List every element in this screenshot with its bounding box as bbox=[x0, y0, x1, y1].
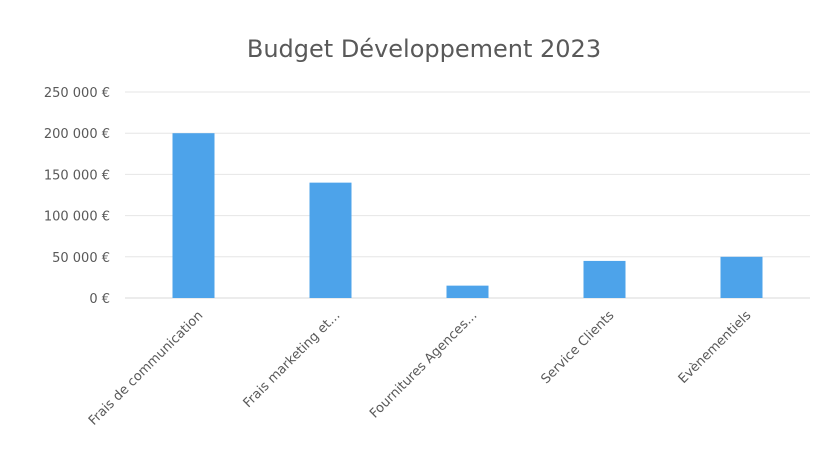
bar bbox=[446, 285, 489, 298]
bars bbox=[172, 133, 763, 298]
x-axis-category-labels: Frais de communication Frais marketing et… bbox=[86, 308, 755, 429]
gridlines bbox=[125, 91, 810, 299]
bar bbox=[309, 182, 352, 298]
y-tick-label: 250 000 € bbox=[44, 86, 110, 101]
y-axis-tick-labels: 0 € 50 000 € 100 000 € 150 000 € 200 000 € 25… bbox=[44, 86, 110, 307]
x-category-label: Service Clients bbox=[538, 308, 617, 387]
y-tick-label: 150 000 € bbox=[44, 168, 110, 183]
x-category-label: Frais marketing et... bbox=[241, 308, 344, 411]
y-tick-label: 200 000 € bbox=[44, 127, 110, 142]
bar bbox=[720, 256, 763, 298]
y-tick-label: 50 000 € bbox=[52, 251, 110, 266]
y-tick-label: 0 € bbox=[89, 292, 110, 307]
x-category-label: Frais de communication bbox=[86, 308, 206, 428]
x-category-label: Evènementiels bbox=[676, 308, 755, 387]
bar bbox=[583, 260, 626, 298]
y-tick-label: 100 000 € bbox=[44, 210, 110, 225]
chart-title: Budget Développement 2023 bbox=[247, 35, 601, 63]
x-category-label: Fournitures Agences... bbox=[367, 308, 480, 421]
bar bbox=[172, 133, 215, 298]
